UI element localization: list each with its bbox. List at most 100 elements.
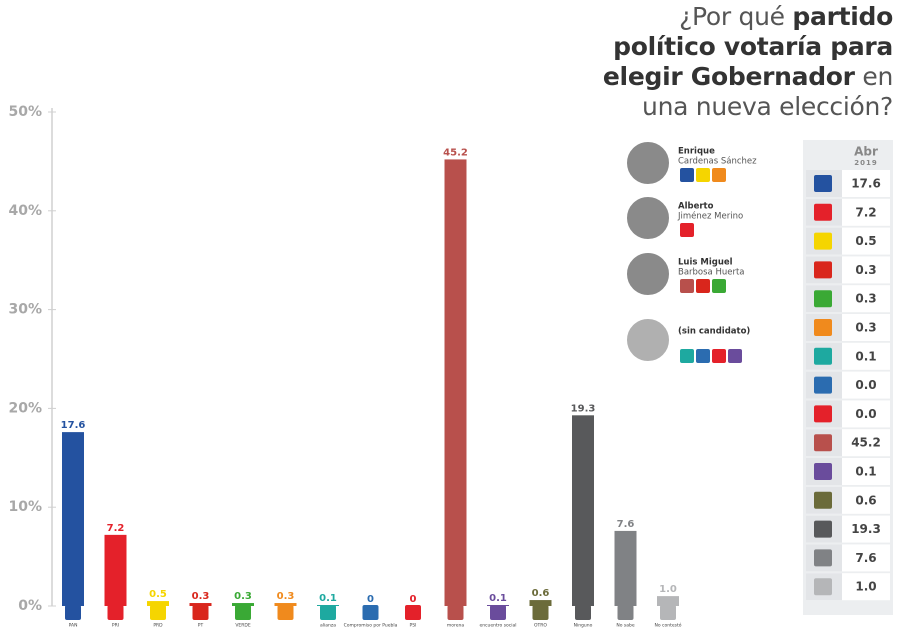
bar [104, 534, 127, 606]
category-logo [447, 605, 464, 620]
bar [444, 159, 467, 606]
category-logo [362, 605, 379, 620]
chart-title: ¿Por qué partido político votaría para e… [603, 2, 893, 122]
x-tick-label: PSI [410, 623, 417, 629]
table-value: 19.3 [851, 522, 881, 536]
bar [62, 432, 84, 606]
category-logo [235, 605, 251, 620]
x-tick-label: No contestó [654, 622, 681, 629]
party-logo [696, 279, 710, 293]
party-logo [814, 578, 832, 596]
x-tick-label: PRI [112, 623, 119, 629]
value-label: 7.2 [107, 523, 125, 534]
party-logo [680, 279, 694, 293]
x-tick-label: PAN [69, 623, 78, 629]
candidate-first-name: Alberto [678, 202, 714, 212]
value-label: 0.3 [234, 591, 252, 602]
table-value: 0.0 [855, 407, 876, 421]
table-subheader: 2019 [854, 159, 877, 167]
table-value: 0.6 [855, 493, 876, 507]
category-logo [575, 605, 591, 620]
x-tick-label: VERDE [235, 623, 251, 629]
party-logo [814, 520, 832, 538]
value-label: 0.3 [277, 591, 295, 602]
table-value: 45.2 [851, 436, 881, 450]
candidate-photo [625, 251, 671, 297]
y-tick-label: 10% [8, 499, 42, 515]
y-tick-label: 30% [8, 302, 42, 318]
party-logo [814, 319, 832, 336]
table-value: 7.6 [855, 551, 876, 565]
y-tick-label: 0% [18, 598, 42, 614]
value-label: 0.5 [149, 589, 167, 600]
table-value: 0.3 [855, 263, 876, 277]
category-logo [277, 605, 294, 620]
table-value: 0.5 [855, 234, 876, 248]
party-logo [814, 232, 832, 250]
table-value: 1.0 [855, 580, 876, 594]
party-logo [680, 349, 694, 363]
party-logo [814, 290, 832, 308]
category-logo [65, 605, 81, 620]
title-text: ¿Por qué [679, 2, 793, 31]
value-label: 0.6 [532, 588, 550, 599]
bar [147, 601, 169, 606]
party-logo [814, 261, 832, 279]
value-label: 17.6 [61, 420, 86, 431]
candidate-last-name: Jiménez Merino [677, 211, 743, 222]
title-text: partido [792, 2, 893, 31]
candidate-photo [625, 195, 671, 241]
table-value: 0.1 [855, 465, 876, 479]
x-tick-label: PRD [153, 623, 163, 629]
table-header: Abr [854, 145, 878, 159]
value-label: 0 [367, 594, 374, 605]
candidate-first-name: Enrique [678, 147, 715, 157]
bar [614, 530, 637, 606]
value-label: 0.1 [319, 593, 337, 604]
x-tick-label: Ninguno [574, 623, 593, 629]
title-text: político votaría para [613, 32, 893, 61]
value-label: 0.3 [192, 591, 210, 602]
x-tick-label: morena [447, 623, 465, 629]
title-line: elegir Gobernador en [603, 62, 893, 92]
candidate-photo [625, 317, 671, 363]
y-tick-label: 20% [8, 400, 42, 416]
x-tick-label: PT [198, 623, 204, 629]
category-logo [320, 605, 336, 620]
y-tick-label: 40% [8, 203, 42, 219]
party-logo [696, 349, 710, 363]
bar [657, 596, 679, 606]
bar [529, 600, 552, 606]
party-logo [712, 279, 726, 293]
bar [572, 415, 594, 606]
party-logo [814, 203, 832, 221]
table-value: 0.0 [855, 378, 876, 392]
category-logo [660, 605, 676, 620]
table-value: 0.1 [855, 349, 876, 363]
party-logo [814, 463, 832, 480]
category-logo [490, 605, 506, 620]
category-logo [150, 605, 166, 620]
value-label: 45.2 [443, 147, 468, 158]
category-logo [192, 605, 209, 620]
title-line: una nueva elección? [603, 92, 893, 122]
title-text: elegir Gobernador [602, 62, 855, 91]
table-value: 0.3 [855, 321, 876, 335]
x-tick-label: Compromiso por Puebla [344, 623, 398, 629]
candidate-first-name: Luis Miguel [678, 258, 733, 268]
value-label: 19.3 [571, 403, 596, 414]
category-logo [532, 605, 549, 620]
party-logo [814, 347, 832, 365]
x-tick-label: encuentro social [479, 623, 516, 629]
title-text: en [854, 62, 893, 91]
table-value: 7.2 [855, 205, 876, 219]
title-line: ¿Por qué partido [603, 2, 893, 32]
party-logo [814, 549, 832, 567]
candidate-last-name: Cardenas Sánchez [678, 157, 757, 167]
value-label: 7.6 [617, 519, 635, 530]
candidate-photo [625, 140, 671, 186]
candidate-last-name: Barbosa Huerta [678, 268, 745, 278]
candidate-first-name: (sin candidato) [678, 327, 750, 337]
bar [232, 603, 254, 606]
